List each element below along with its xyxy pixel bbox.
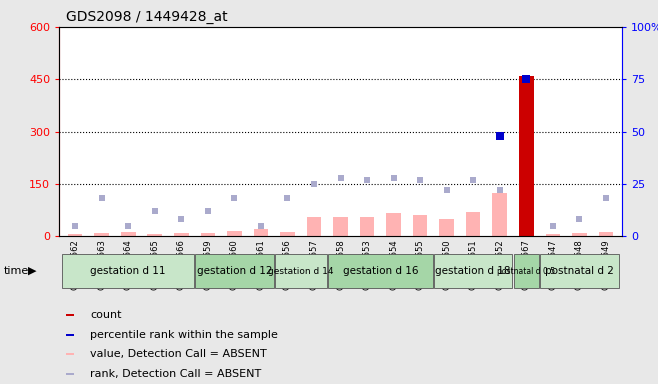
Text: ▶: ▶ xyxy=(28,266,37,276)
Bar xyxy=(360,217,374,236)
Text: value, Detection Call = ABSENT: value, Detection Call = ABSENT xyxy=(90,349,267,359)
FancyBboxPatch shape xyxy=(274,254,327,288)
Bar xyxy=(66,334,74,336)
Bar xyxy=(572,233,587,236)
Bar xyxy=(519,76,534,236)
Text: GDS2098 / 1449428_at: GDS2098 / 1449428_at xyxy=(66,10,228,23)
Bar xyxy=(492,192,507,236)
Text: rank, Detection Call = ABSENT: rank, Detection Call = ABSENT xyxy=(90,369,262,379)
Bar xyxy=(253,229,268,236)
Bar xyxy=(66,353,74,355)
Bar xyxy=(386,214,401,236)
Bar xyxy=(121,232,136,236)
FancyBboxPatch shape xyxy=(63,254,194,288)
FancyBboxPatch shape xyxy=(513,254,539,288)
Bar xyxy=(519,76,534,236)
Bar xyxy=(68,234,82,236)
Text: gestation d 16: gestation d 16 xyxy=(343,266,418,276)
Bar xyxy=(66,373,74,375)
Text: postnatal d 2: postnatal d 2 xyxy=(545,266,614,276)
FancyBboxPatch shape xyxy=(328,254,433,288)
Text: time: time xyxy=(3,266,28,276)
Bar xyxy=(599,232,613,236)
Bar xyxy=(280,232,295,236)
Text: gestation d 11: gestation d 11 xyxy=(90,266,166,276)
Bar xyxy=(545,234,560,236)
Bar xyxy=(227,231,241,236)
Bar xyxy=(94,233,109,236)
Text: count: count xyxy=(90,310,122,320)
FancyBboxPatch shape xyxy=(540,254,619,288)
Bar xyxy=(174,233,189,236)
Text: percentile rank within the sample: percentile rank within the sample xyxy=(90,329,278,339)
Text: gestation d 12: gestation d 12 xyxy=(197,266,272,276)
FancyBboxPatch shape xyxy=(195,254,274,288)
FancyBboxPatch shape xyxy=(434,254,513,288)
Bar xyxy=(413,215,428,236)
Bar xyxy=(147,234,162,236)
Bar xyxy=(201,233,215,236)
Text: gestation d 18: gestation d 18 xyxy=(436,266,511,276)
Bar xyxy=(333,217,348,236)
Bar xyxy=(66,314,74,316)
Bar xyxy=(307,217,321,236)
Bar xyxy=(466,212,480,236)
Text: postnatal d 0.5: postnatal d 0.5 xyxy=(497,266,555,276)
Bar xyxy=(440,219,454,236)
Text: gestation d 14: gestation d 14 xyxy=(268,266,334,276)
